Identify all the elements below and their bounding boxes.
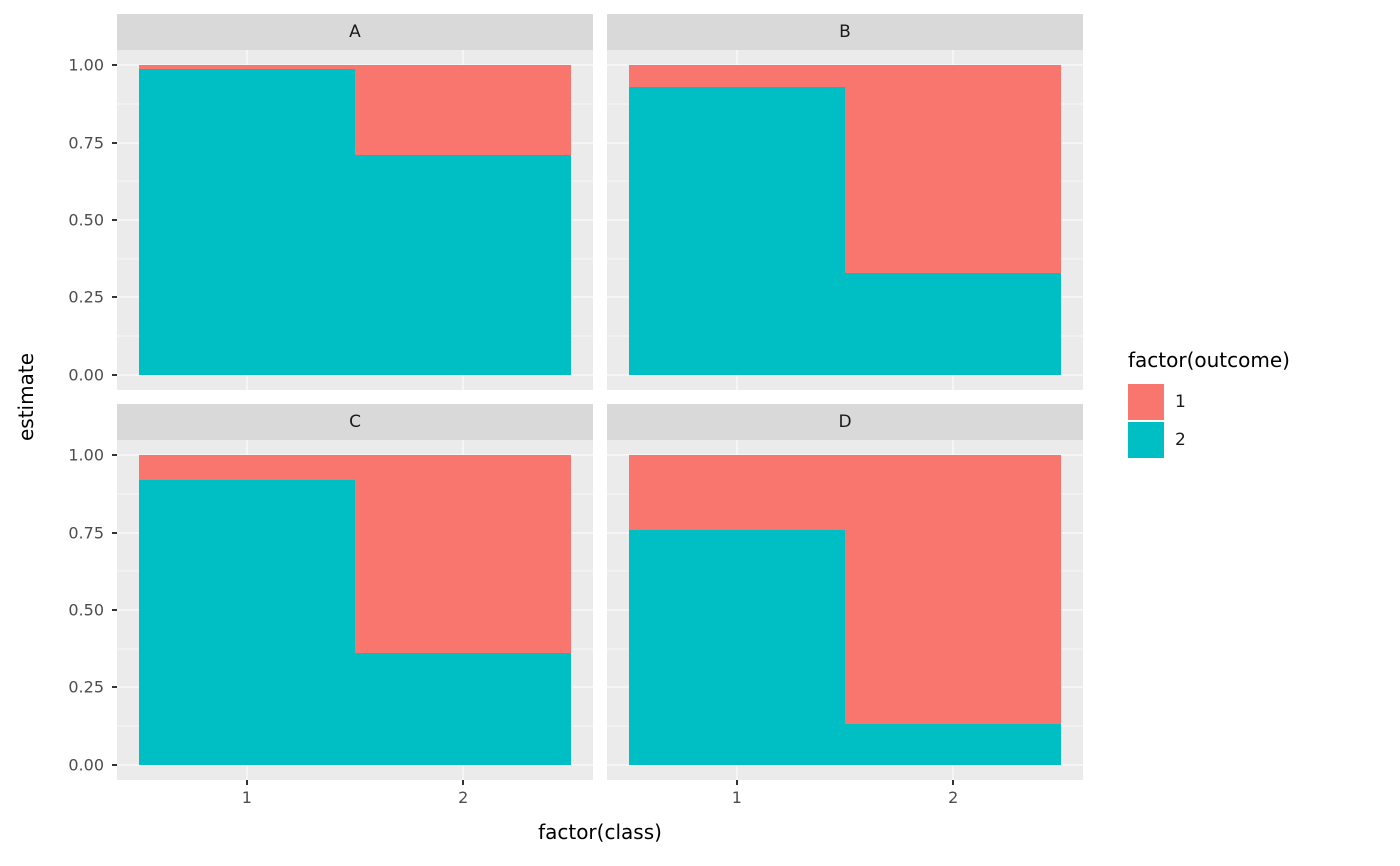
legend-key-outcome-1 xyxy=(1128,384,1164,420)
facet-B: B xyxy=(607,14,1083,390)
legend-title: factor(outcome) xyxy=(1128,348,1290,372)
legend-item-outcome-2: 2 xyxy=(1128,422,1290,458)
bar-D-class2-outcome1 xyxy=(845,455,1062,725)
bar-A-class2-outcome2 xyxy=(355,155,572,375)
y-tick-label: 1.00 xyxy=(68,55,104,75)
bar-D-class2-outcome2 xyxy=(845,724,1062,765)
x-tick-label: 2 xyxy=(948,788,959,807)
y-tick-label: 1.00 xyxy=(68,445,104,465)
facet-panel-B xyxy=(607,50,1083,390)
y-tick-label: 0.00 xyxy=(68,755,104,775)
y-tick-label: 0.00 xyxy=(68,365,104,385)
legend-label-outcome-1: 1 xyxy=(1175,392,1186,412)
y-tick-label: 0.50 xyxy=(68,210,104,230)
bar-C-class2-outcome2 xyxy=(355,653,572,765)
gridline-major xyxy=(607,374,1083,376)
bar-A-class1-outcome2 xyxy=(138,68,355,375)
legend-key-outcome-2 xyxy=(1128,422,1164,458)
facet-A: A 1.00 0.75 0.50 0.25 0.00 xyxy=(68,14,593,390)
gridline-major xyxy=(117,374,593,376)
facet-C: C 1.00 0.75 0.50 0.25 0.00 1 2 xyxy=(68,404,593,807)
bar-C-class1-outcome1 xyxy=(138,455,355,481)
x-tick-mark xyxy=(952,780,955,785)
x-tick-label: 1 xyxy=(731,788,742,807)
facet-grid: A 1.00 0.75 0.50 0.25 0.00 B C 1.00 0.75 0.50 0.25 0… xyxy=(68,14,1083,807)
y-tick-mark xyxy=(112,296,117,299)
y-tick-mark xyxy=(112,609,117,611)
x-axis-title: factor(class) xyxy=(538,820,662,844)
facet-strip-C: C xyxy=(117,404,593,440)
x-tick-label: 2 xyxy=(458,788,469,807)
x-tick-mark xyxy=(735,780,738,785)
x-tick-mark xyxy=(462,780,465,785)
y-tick-label: 0.75 xyxy=(68,523,104,543)
x-tick-label: 1 xyxy=(241,788,252,807)
gridline-major xyxy=(117,764,593,766)
facet-panel-C: 1.00 0.75 0.50 0.25 0.00 1 2 xyxy=(68,440,593,807)
y-tick-label: 0.75 xyxy=(68,133,104,153)
y-tick-mark xyxy=(112,531,117,534)
y-tick-mark xyxy=(112,373,117,376)
y-axis-title: estimate xyxy=(14,352,38,442)
bar-A-class2-outcome1 xyxy=(355,65,572,156)
facet-strip-A: A xyxy=(117,14,593,50)
bar-D-class1-outcome2 xyxy=(628,529,845,765)
y-tick-label: 0.25 xyxy=(68,677,104,697)
bar-D-class1-outcome1 xyxy=(628,455,845,530)
y-tick-mark xyxy=(112,454,117,457)
y-tick-mark xyxy=(112,141,117,144)
bar-B-class2-outcome2 xyxy=(845,272,1062,375)
y-tick-mark xyxy=(112,219,117,221)
x-tick-mark xyxy=(245,780,248,785)
legend-label-outcome-2: 2 xyxy=(1175,430,1186,450)
facet-strip-D: D xyxy=(607,404,1083,440)
legend-item-outcome-1: 1 xyxy=(1128,384,1290,420)
legend: factor(outcome) 1 2 xyxy=(1128,348,1290,460)
bar-C-class1-outcome2 xyxy=(138,480,355,765)
bar-A-class1-outcome1 xyxy=(138,65,355,69)
y-tick-mark xyxy=(112,686,117,689)
gridline-major xyxy=(607,764,1083,766)
y-tick-label: 0.25 xyxy=(68,287,104,307)
facet-panel-A: 1.00 0.75 0.50 0.25 0.00 xyxy=(68,50,593,390)
y-tick-mark xyxy=(112,64,117,67)
facet-strip-B: B xyxy=(607,14,1083,50)
bar-C-class2-outcome1 xyxy=(355,455,572,654)
y-tick-mark xyxy=(112,763,117,766)
bar-B-class1-outcome2 xyxy=(628,87,845,375)
bar-B-class2-outcome1 xyxy=(845,65,1062,273)
bar-B-class1-outcome1 xyxy=(628,65,845,88)
y-tick-label: 0.50 xyxy=(68,600,104,620)
